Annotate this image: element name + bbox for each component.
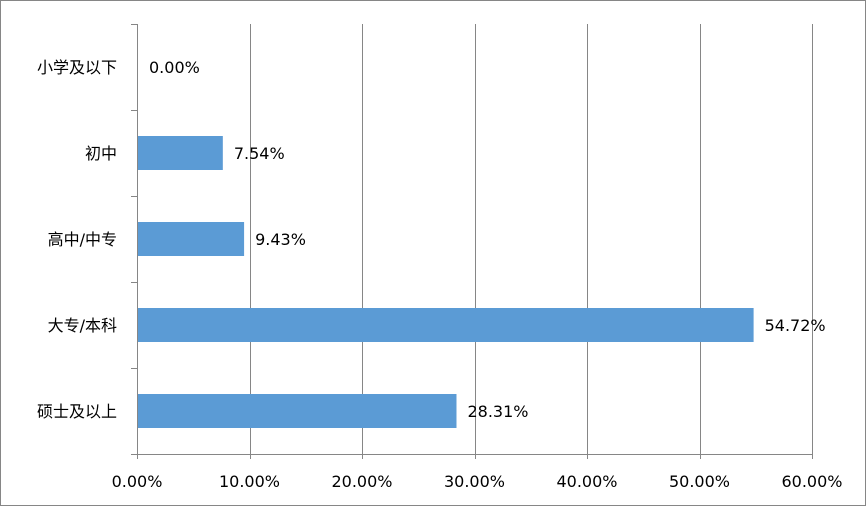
bar [138, 222, 245, 256]
labels: 0.00% 10.00% 20.00% 30.00% 40.00% 50.00% 60.00… [37, 58, 843, 491]
category-label: 大专/本科 [48, 316, 117, 335]
bar [138, 136, 223, 170]
bar [138, 394, 457, 428]
bars [138, 136, 754, 428]
axes [131, 24, 813, 459]
data-label: 7.54% [234, 144, 285, 163]
x-tick-label: 10.00% [219, 472, 280, 491]
data-label: 0.00% [149, 58, 200, 77]
category-label: 小学及以下 [37, 58, 117, 77]
category-label: 硕士及以上 [37, 402, 117, 421]
data-label: 54.72% [765, 316, 826, 335]
x-tick-label: 40.00% [556, 472, 617, 491]
bar [138, 308, 754, 342]
data-label: 9.43% [255, 230, 306, 249]
x-tick-label: 50.00% [669, 472, 730, 491]
x-tick-label: 30.00% [444, 472, 505, 491]
category-label: 初中 [85, 144, 117, 163]
x-tick-label: 60.00% [781, 472, 842, 491]
x-tick-label: 0.00% [112, 472, 163, 491]
x-tick-label: 20.00% [331, 472, 392, 491]
gridlines [250, 24, 813, 454]
category-label: 高中/中专 [48, 230, 117, 249]
data-label: 28.31% [467, 402, 528, 421]
